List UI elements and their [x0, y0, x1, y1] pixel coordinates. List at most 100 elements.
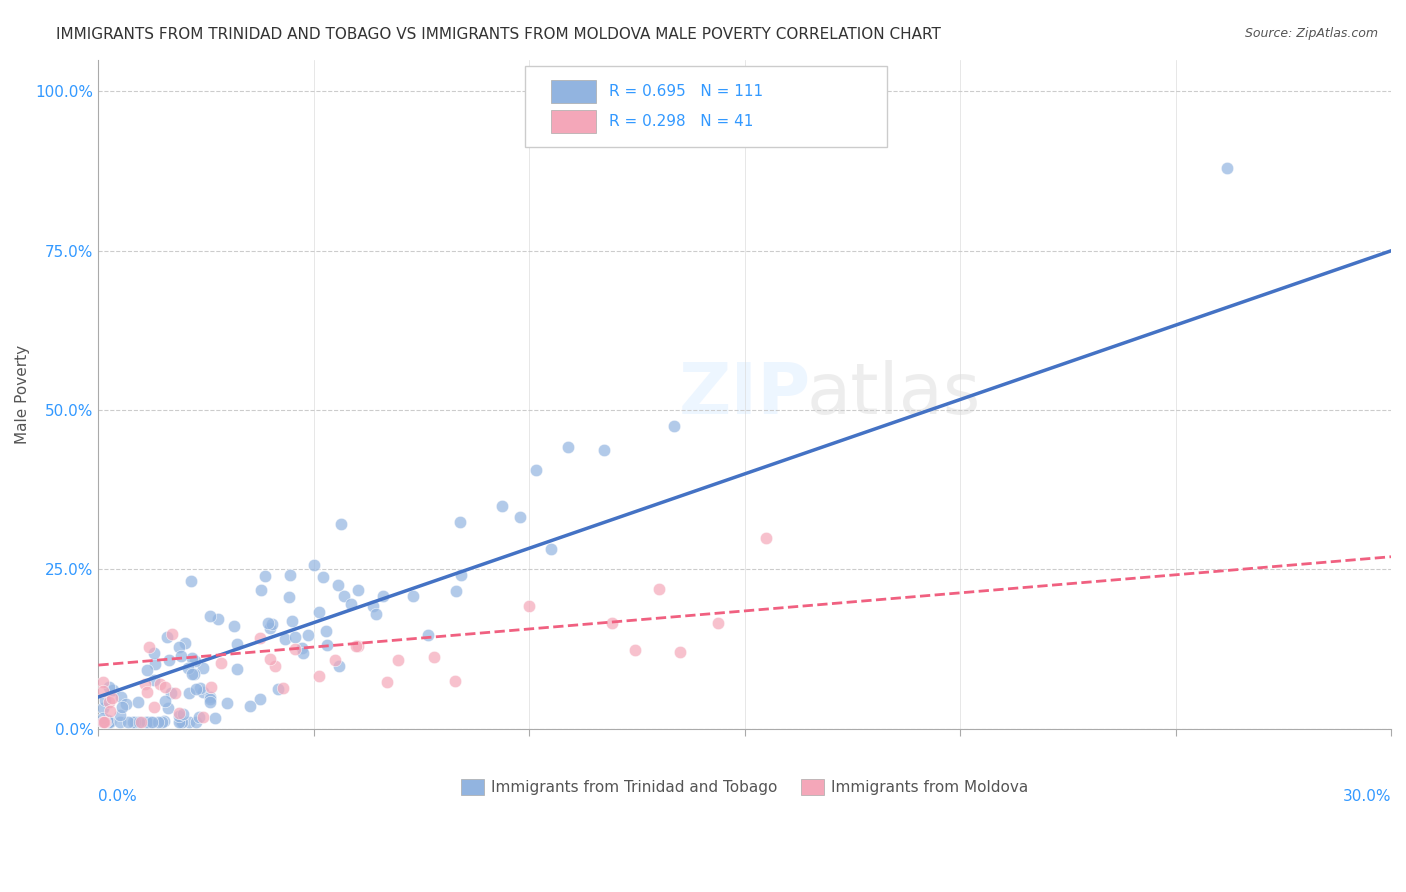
Point	[215, 696, 238, 710]
Point	[93, 693, 115, 707]
Point	[128, 715, 150, 730]
Point	[755, 531, 778, 545]
Text: R = 0.695   N = 111: R = 0.695 N = 111	[609, 84, 763, 98]
Point	[328, 577, 350, 591]
Point	[239, 698, 262, 713]
Point	[277, 591, 299, 605]
Text: ZIP: ZIP	[679, 359, 811, 429]
Point	[172, 706, 194, 721]
Point	[97, 695, 120, 709]
Point	[146, 715, 169, 730]
Point	[170, 715, 193, 730]
Point	[308, 605, 330, 619]
Point	[402, 589, 425, 603]
Point	[291, 646, 314, 660]
Point	[347, 582, 370, 597]
Point	[167, 706, 190, 721]
Point	[136, 663, 159, 677]
Point	[647, 582, 669, 596]
Point	[93, 715, 115, 730]
Point	[108, 707, 131, 722]
Point	[108, 715, 131, 730]
Point	[375, 674, 398, 689]
Point	[444, 673, 467, 688]
Point	[449, 515, 471, 529]
Point	[188, 681, 211, 695]
Point	[179, 686, 201, 700]
Point	[172, 715, 194, 730]
Point	[422, 650, 444, 665]
Point	[191, 661, 214, 675]
Point	[254, 569, 277, 583]
Point	[100, 714, 122, 728]
Point	[98, 715, 121, 730]
Point	[271, 681, 294, 696]
Point	[186, 715, 208, 730]
Point	[284, 641, 307, 656]
Point	[91, 684, 114, 698]
Point	[153, 714, 176, 728]
Point	[157, 653, 180, 667]
Point	[416, 627, 439, 641]
FancyBboxPatch shape	[551, 79, 596, 103]
Point	[509, 510, 531, 524]
Point	[517, 599, 540, 614]
Y-axis label: Male Poverty: Male Poverty	[15, 344, 30, 444]
Point	[264, 659, 287, 673]
Point	[209, 656, 232, 670]
Point	[93, 715, 115, 730]
Point	[91, 701, 114, 715]
Point	[180, 667, 202, 681]
Point	[135, 715, 157, 730]
Point	[259, 621, 281, 635]
Point	[143, 700, 166, 714]
Point	[308, 669, 330, 683]
Point	[127, 694, 149, 708]
Point	[524, 463, 547, 477]
Point	[340, 597, 363, 611]
Point	[315, 638, 337, 652]
Point	[167, 708, 190, 723]
Point	[366, 607, 388, 622]
Point	[141, 715, 163, 730]
Point	[1216, 161, 1239, 175]
Point	[600, 615, 623, 630]
Text: 0.0%: 0.0%	[98, 789, 138, 804]
Point	[124, 714, 146, 729]
Point	[662, 419, 685, 434]
Text: IMMIGRANTS FROM TRINIDAD AND TOBAGO VS IMMIGRANTS FROM MOLDOVA MALE POVERTY CORR: IMMIGRANTS FROM TRINIDAD AND TOBAGO VS I…	[56, 27, 941, 42]
Point	[592, 442, 614, 457]
Point	[153, 680, 176, 694]
Point	[159, 686, 181, 700]
Point	[167, 640, 190, 654]
Point	[143, 673, 166, 687]
Point	[98, 680, 121, 694]
Text: atlas: atlas	[806, 359, 980, 429]
Text: Source: ZipAtlas.com: Source: ZipAtlas.com	[1244, 27, 1378, 40]
Point	[291, 640, 314, 655]
Point	[96, 713, 118, 727]
Point	[177, 661, 200, 675]
Point	[111, 700, 134, 714]
Point	[444, 583, 467, 598]
Point	[249, 582, 271, 597]
Point	[169, 648, 191, 663]
Point	[540, 542, 562, 557]
Point	[157, 700, 180, 714]
Point	[160, 627, 183, 641]
Point	[114, 697, 136, 711]
Point	[387, 652, 409, 666]
Point	[181, 651, 204, 665]
Point	[184, 682, 207, 697]
Point	[129, 715, 152, 730]
Point	[450, 568, 472, 582]
Point	[122, 715, 145, 730]
Point	[491, 500, 513, 514]
Point	[136, 684, 159, 698]
Point	[91, 715, 114, 730]
Point	[134, 677, 156, 691]
Point	[138, 715, 160, 730]
Point	[200, 608, 222, 623]
Point	[143, 657, 166, 671]
Point	[184, 654, 207, 668]
